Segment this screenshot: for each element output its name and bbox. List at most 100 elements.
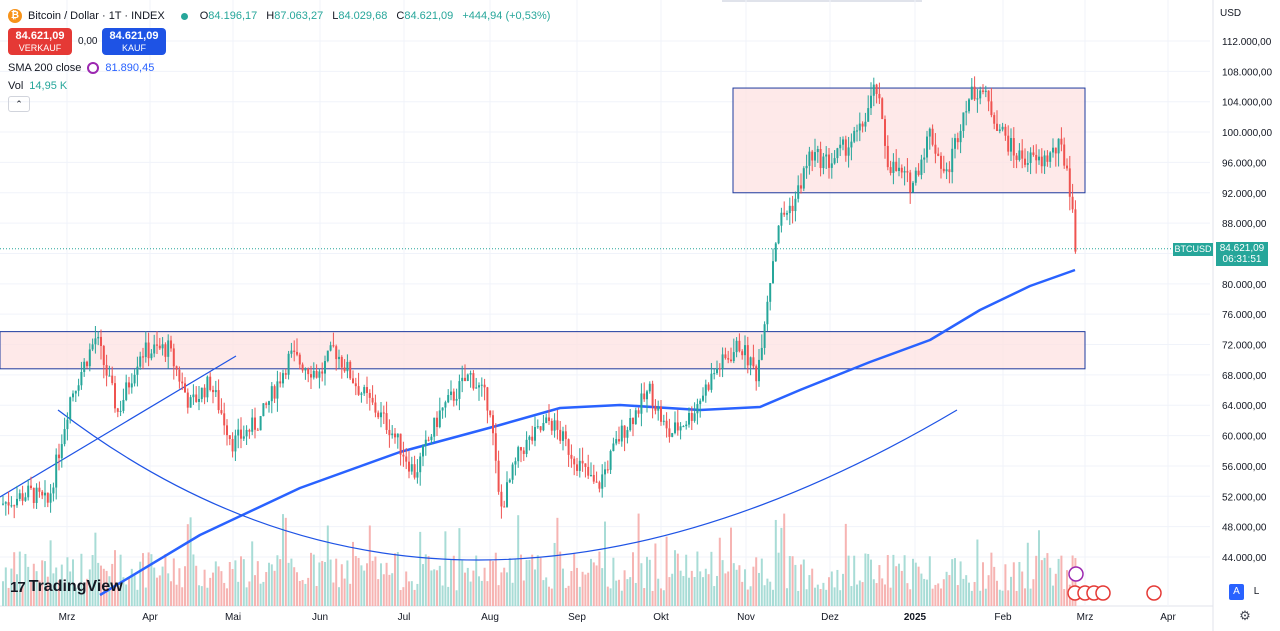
symbol-title[interactable]: Bitcoin / Dollar · 1T · INDEX xyxy=(28,10,165,22)
candle-body xyxy=(128,382,130,388)
candle-body xyxy=(410,464,413,472)
volume-bar xyxy=(497,585,500,606)
candle-body xyxy=(396,433,399,438)
log-scale-button[interactable]: L xyxy=(1253,586,1260,597)
candle-body xyxy=(304,368,307,371)
buy-button[interactable]: 84.621,09 KAUF xyxy=(102,28,166,55)
collapse-legend-button[interactable]: ⌃ xyxy=(8,96,30,112)
volume-bar xyxy=(1012,562,1015,606)
candle-body xyxy=(74,390,77,394)
volume-bar xyxy=(788,556,791,606)
volume-bar xyxy=(240,556,242,606)
tradingview-logo[interactable]: 17 TradingView xyxy=(10,578,123,596)
volume-bar xyxy=(55,567,58,606)
volume-bar xyxy=(987,575,990,606)
candle-body xyxy=(133,374,136,384)
sell-button[interactable]: 84.621,09 VERKAUF xyxy=(8,28,72,55)
volume-bar xyxy=(548,586,550,606)
volume-bar xyxy=(979,590,982,606)
volume-bar xyxy=(394,553,396,606)
x-tick-label: Sep xyxy=(568,612,586,623)
volume-bar xyxy=(178,568,181,606)
volume-bar xyxy=(391,573,394,606)
volume-bar xyxy=(158,575,161,606)
volume-bar xyxy=(130,568,133,606)
candle-body xyxy=(727,358,730,360)
candle-body xyxy=(1026,163,1029,165)
volume-bar xyxy=(254,575,256,606)
candle-body xyxy=(598,482,601,489)
candle-body xyxy=(914,170,917,183)
x-tick-label: Feb xyxy=(994,612,1012,623)
volume-bar xyxy=(352,541,354,606)
volume-bar xyxy=(4,567,7,606)
volume-bar xyxy=(111,563,114,606)
candle-body xyxy=(86,361,88,367)
volume-bar xyxy=(741,581,744,606)
candle-body xyxy=(4,502,7,504)
candle-body xyxy=(830,163,833,168)
candle-body xyxy=(270,386,273,402)
candle-body xyxy=(973,86,976,100)
volume-bar xyxy=(349,583,352,606)
volume-bar xyxy=(629,577,632,606)
volume-bar xyxy=(660,588,662,606)
candle-body xyxy=(777,225,780,244)
volume-bar xyxy=(172,558,175,606)
spread-value: 0,00 xyxy=(78,36,98,47)
auto-scale-button[interactable]: A xyxy=(1229,584,1244,600)
candle-body xyxy=(1035,154,1038,161)
volume-bar xyxy=(553,542,556,606)
top-drag-bar[interactable] xyxy=(722,0,922,2)
candle-body xyxy=(721,354,724,370)
candle-body xyxy=(424,439,427,446)
volume-bar xyxy=(828,577,830,606)
candle-body xyxy=(382,412,385,414)
candle-body xyxy=(116,408,119,412)
volume-bar xyxy=(903,555,906,606)
candle-body xyxy=(189,397,192,408)
candle-body xyxy=(444,402,447,408)
volume-bar xyxy=(142,553,144,606)
candle-body xyxy=(422,445,424,457)
candle-body xyxy=(942,168,945,172)
candle-body xyxy=(867,108,870,122)
volume-bar xyxy=(164,554,167,606)
volume-bar xyxy=(100,565,102,606)
volume-bar xyxy=(780,527,783,606)
candle-body xyxy=(391,433,394,436)
volume-bar xyxy=(321,560,324,606)
volume-bar xyxy=(612,557,615,606)
volume-bar xyxy=(318,562,321,606)
candle-body xyxy=(640,393,643,414)
candle-body xyxy=(738,340,741,352)
volume-bar xyxy=(797,590,800,606)
currency-selector[interactable]: USD xyxy=(1220,8,1242,19)
volume-bar xyxy=(595,565,598,606)
volume-bar xyxy=(2,581,4,606)
candle-body xyxy=(371,397,374,403)
candle-body xyxy=(318,371,321,378)
y-tick-label: 80.000,00 xyxy=(1222,280,1267,291)
sma-legend[interactable]: SMA 200 close 81.890,45 xyxy=(8,62,556,74)
volume-bar xyxy=(192,554,195,606)
volume-bar xyxy=(41,560,44,606)
volume-bar xyxy=(231,569,234,606)
candle-body xyxy=(1018,150,1021,160)
volume-bar xyxy=(284,517,287,606)
volume-legend[interactable]: Vol 14,95 K xyxy=(8,80,556,92)
volume-bar xyxy=(455,590,458,606)
candle-body xyxy=(268,401,270,405)
candle-body xyxy=(856,130,858,132)
volume-bar xyxy=(1038,530,1040,606)
candle-body xyxy=(847,147,850,156)
gear-icon[interactable]: ⚙ xyxy=(1239,608,1251,623)
volume-bar xyxy=(307,577,310,606)
candle-body xyxy=(718,368,721,370)
volume-bar xyxy=(822,582,825,606)
candle-body xyxy=(242,436,245,439)
volume-bar xyxy=(772,589,774,606)
change-value: +444,94 (+0,53%) xyxy=(462,10,551,22)
volume-bar xyxy=(665,536,668,606)
